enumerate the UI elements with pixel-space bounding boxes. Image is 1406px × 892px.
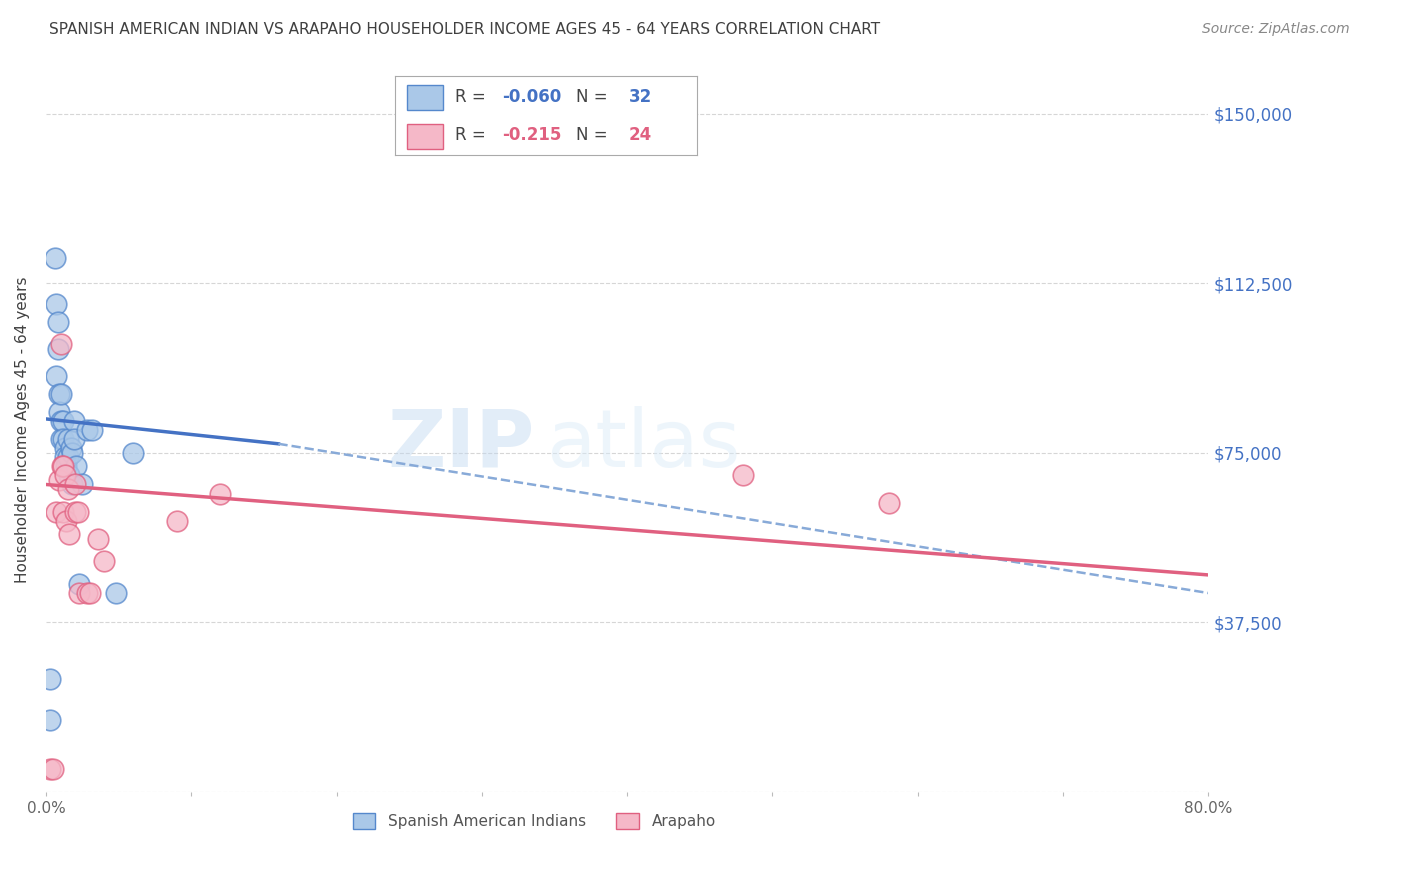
Point — [66, 505, 89, 519]
Point — [56, 450, 79, 465]
Point — [63, 477, 86, 491]
Point — [122, 446, 145, 460]
Legend: Spanish American Indians, Arapaho: Spanish American Indians, Arapaho — [346, 806, 721, 835]
Point — [46, 315, 69, 329]
Point — [58, 527, 80, 541]
Point — [39, 672, 62, 686]
Point — [60, 446, 83, 460]
Point — [51, 459, 73, 474]
Text: Source: ZipAtlas.com: Source: ZipAtlas.com — [1202, 22, 1350, 37]
Point — [82, 423, 104, 437]
Point — [48, 387, 70, 401]
Point — [55, 459, 77, 474]
Point — [733, 468, 755, 483]
Point — [877, 495, 900, 509]
Point — [46, 342, 69, 356]
Point — [58, 468, 80, 483]
Point — [53, 442, 76, 456]
Point — [59, 442, 82, 456]
Point — [65, 459, 87, 474]
Point — [49, 432, 72, 446]
Point — [52, 414, 75, 428]
Point — [209, 486, 232, 500]
Point — [56, 432, 79, 446]
Point — [55, 514, 77, 528]
Point — [87, 532, 110, 546]
Text: SPANISH AMERICAN INDIAN VS ARAPAHO HOUSEHOLDER INCOME AGES 45 - 64 YEARS CORRELA: SPANISH AMERICAN INDIAN VS ARAPAHO HOUSE… — [49, 22, 880, 37]
Point — [44, 252, 66, 266]
Point — [52, 459, 75, 474]
Point — [67, 586, 90, 600]
Point — [60, 477, 83, 491]
Point — [53, 468, 76, 483]
Point — [42, 763, 65, 777]
Point — [48, 405, 70, 419]
Point — [93, 554, 115, 568]
Point — [62, 414, 84, 428]
Point — [45, 296, 67, 310]
Point — [49, 387, 72, 401]
Y-axis label: Householder Income Ages 45 - 64 years: Householder Income Ages 45 - 64 years — [15, 277, 30, 583]
Point — [79, 586, 101, 600]
Point — [76, 423, 98, 437]
Point — [39, 713, 62, 727]
Point — [45, 505, 67, 519]
Point — [39, 763, 62, 777]
Point — [67, 577, 90, 591]
Text: ZIP: ZIP — [387, 406, 534, 483]
Point — [52, 505, 75, 519]
Point — [104, 586, 127, 600]
Point — [52, 432, 75, 446]
Point — [48, 473, 70, 487]
Point — [45, 369, 67, 384]
Point — [76, 586, 98, 600]
Point — [62, 432, 84, 446]
Point — [53, 450, 76, 465]
Point — [49, 337, 72, 351]
Point — [49, 414, 72, 428]
Text: atlas: atlas — [546, 406, 740, 483]
Point — [166, 514, 188, 528]
Point — [72, 477, 94, 491]
Point — [56, 482, 79, 496]
Point — [63, 505, 86, 519]
